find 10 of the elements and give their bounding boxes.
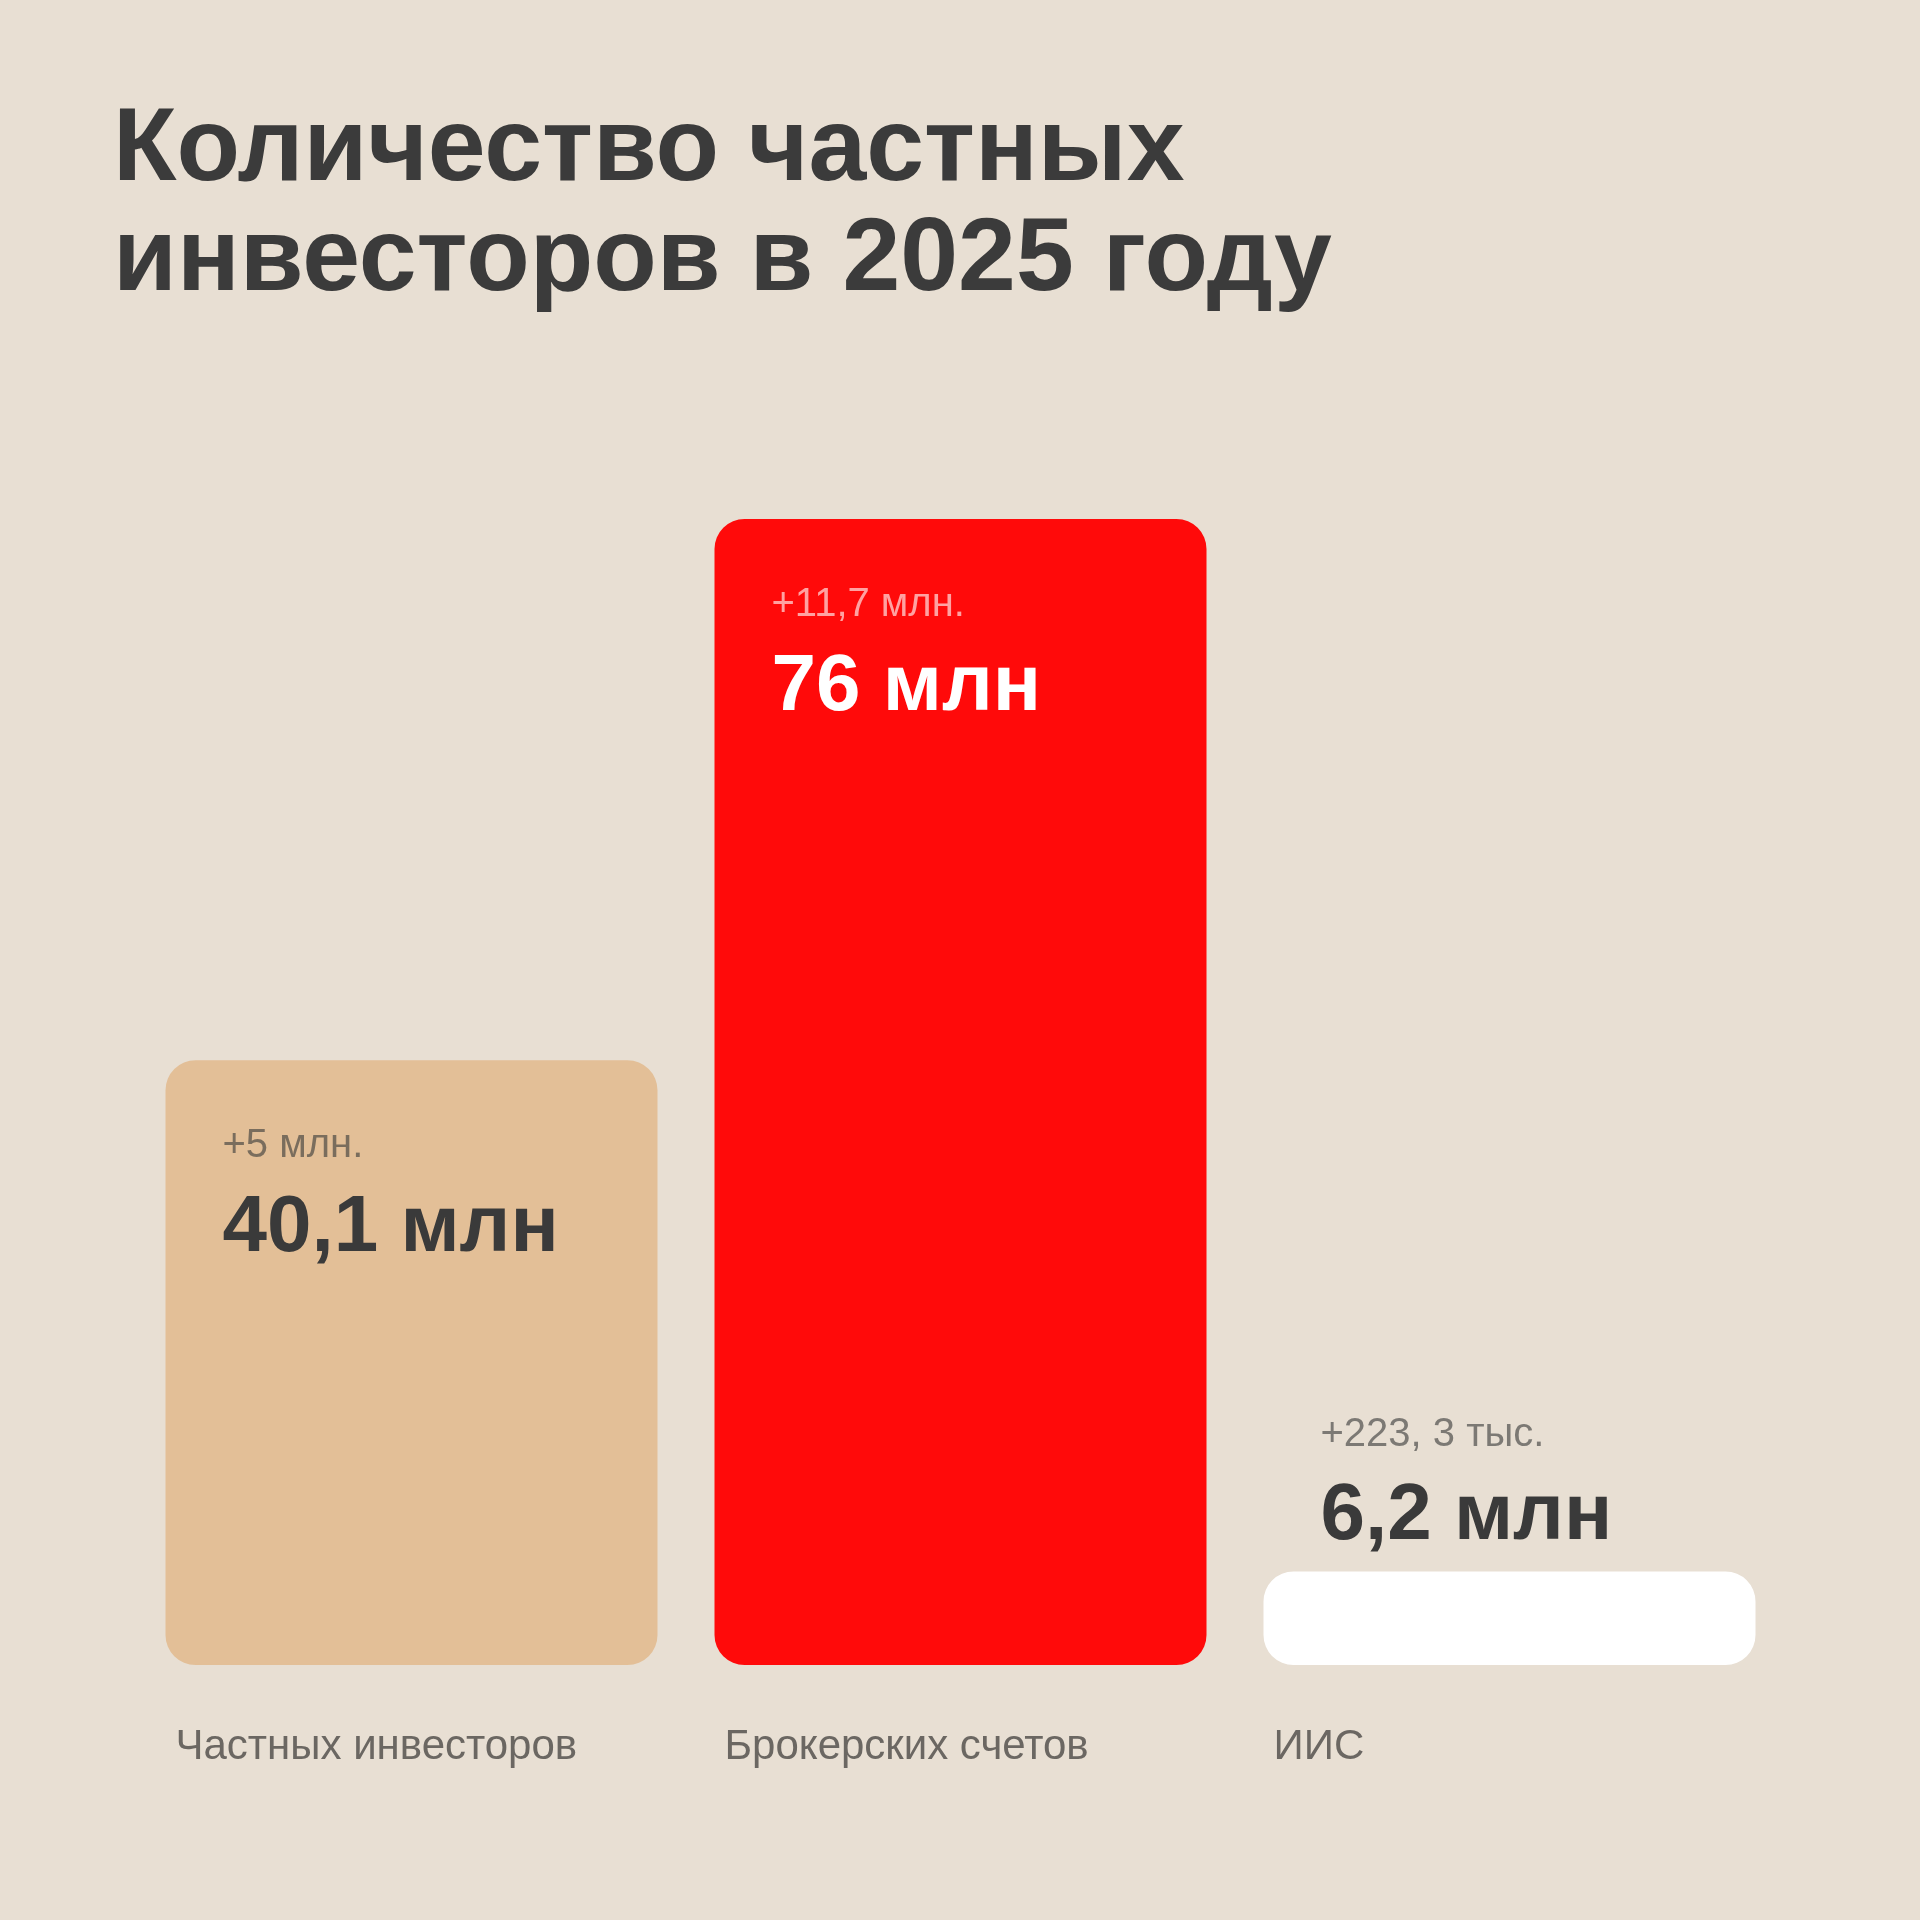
data-label: 76 млн (771, 637, 1042, 727)
annotation: +223, 3 тыс. (1320, 1409, 1545, 1454)
data-label: 40,1 млн (222, 1178, 559, 1268)
x-tick-label: Частных инвесторов (175, 1720, 578, 1768)
data-label: 6,2 млн (1320, 1467, 1613, 1557)
chart-title: Количество частных инвесторов в 2025 году (113, 86, 1333, 312)
x-tick-label: ИИС (1273, 1720, 1365, 1768)
annotation: +11,7 млн. (771, 580, 965, 624)
x-tick-label: Брокерских счетов (724, 1720, 1089, 1768)
annotation: +5 млн. (222, 1121, 364, 1166)
